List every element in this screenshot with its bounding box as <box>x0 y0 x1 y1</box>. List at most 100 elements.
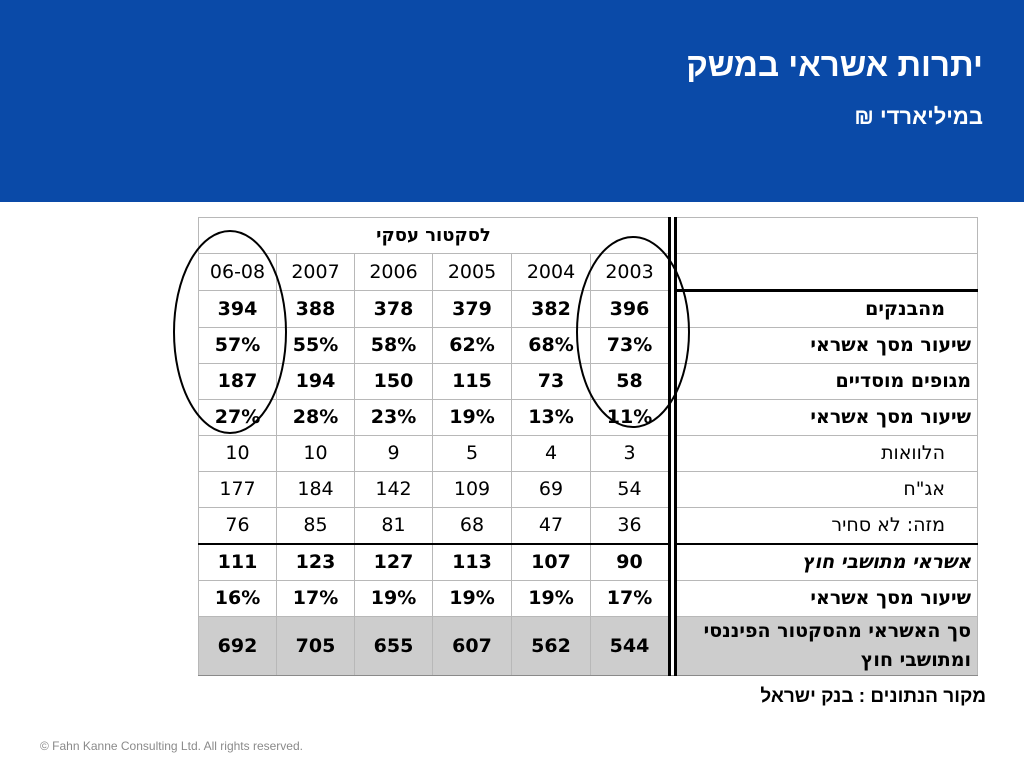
table-cell: 382 <box>511 290 591 328</box>
table-cell: 47 <box>511 507 591 545</box>
table-cell: 27% <box>198 399 277 436</box>
table-cell: 57% <box>198 327 277 364</box>
table-cell: 23% <box>354 399 433 436</box>
table-cell: 19% <box>432 580 512 617</box>
group-header-row: לסקטור עסקי <box>198 217 978 254</box>
blank-label-cell <box>675 253 978 291</box>
table-cell: 81 <box>354 507 433 545</box>
table-cell: 127 <box>354 543 433 581</box>
table-cell: 10 <box>276 435 355 472</box>
table-cell: 19% <box>354 580 433 617</box>
column-divider <box>668 580 677 617</box>
year-header: 06-08 <box>198 253 277 291</box>
table-cell: 607 <box>432 616 512 676</box>
table-cell: 17% <box>590 580 670 617</box>
table-cell: 544 <box>590 616 670 676</box>
table-cell: 3 <box>590 435 670 472</box>
years-row: 06-08 2007 2006 2005 2004 2003 <box>198 253 978 291</box>
slide-subtitle: במיליארדי ₪ <box>854 104 983 129</box>
table-cell: 150 <box>354 363 433 400</box>
table-cell: 655 <box>354 616 433 676</box>
blank-label-cell <box>675 217 978 254</box>
table-cell: 19% <box>511 580 591 617</box>
header-band: יתרות אשראי במשק במיליארדי ₪ <box>0 0 1024 202</box>
table-cell: 9 <box>354 435 433 472</box>
table-cell: 16% <box>198 580 277 617</box>
table-cell: 58 <box>590 363 670 400</box>
row-label: הלוואות <box>675 435 978 472</box>
table-cell: 394 <box>198 290 277 328</box>
table-cell: 109 <box>432 471 512 508</box>
table-cell: 4 <box>511 435 591 472</box>
table-cell: 62% <box>432 327 512 364</box>
table-cell: 194 <box>276 363 355 400</box>
table-cell: 73 <box>511 363 591 400</box>
table-cell: 115 <box>432 363 512 400</box>
credit-balances-table: לסקטור עסקי 06-08 2007 2006 2005 2004 20… <box>198 217 978 676</box>
table-cell: 692 <box>198 616 277 676</box>
row-label: אשראי מתושבי חוץ <box>675 543 978 581</box>
table-row: 57% 55% 58% 62% 68% 73% שיעור מסך אשראי <box>198 327 978 364</box>
table-row: 394 388 378 379 382 396 מהבנקים <box>198 289 978 328</box>
table-cell: 28% <box>276 399 355 436</box>
table-cell: 54 <box>590 471 670 508</box>
group-header: לסקטור עסקי <box>198 217 670 254</box>
table-cell: 177 <box>198 471 277 508</box>
column-divider <box>668 471 677 508</box>
row-label: מהבנקים <box>675 289 978 328</box>
table-cell: 19% <box>432 399 512 436</box>
table-row: 27% 28% 23% 19% 13% 11% שיעור מסך אשראי <box>198 399 978 436</box>
table-cell: 184 <box>276 471 355 508</box>
table-cell: 111 <box>198 543 277 581</box>
copyright-notice: © Fahn Kanne Consulting Ltd. All rights … <box>40 739 303 753</box>
table-cell: 10 <box>198 435 277 472</box>
row-label: שיעור מסך אשראי <box>675 327 978 364</box>
year-header: 2004 <box>511 253 591 291</box>
table-cell: 5 <box>432 435 512 472</box>
table-cell: 705 <box>276 616 355 676</box>
table-cell: 378 <box>354 290 433 328</box>
table-cell: 58% <box>354 327 433 364</box>
table-cell: 187 <box>198 363 277 400</box>
slide-title: יתרות אשראי במשק <box>686 46 983 83</box>
table-cell: 388 <box>276 290 355 328</box>
table-cell: 11% <box>590 399 670 436</box>
table-cell: 73% <box>590 327 670 364</box>
row-label: מגופים מוסדיים <box>675 363 978 400</box>
table-row: 177 184 142 109 69 54 אג"ח <box>198 471 978 508</box>
table-cell: 13% <box>511 399 591 436</box>
column-divider <box>668 507 677 544</box>
table-cell: 76 <box>198 507 277 545</box>
table-cell: 90 <box>590 543 670 581</box>
row-label: סך האשראי מהסקטור הפיננסי ומתושבי חוץ <box>675 616 978 676</box>
data-source-note: מקור הנתונים : בנק ישראל <box>760 686 986 707</box>
table-cell: 396 <box>590 290 670 328</box>
table-row: 10 10 9 5 4 3 הלוואות <box>198 435 978 472</box>
column-divider <box>668 217 677 254</box>
year-header: 2003 <box>590 253 670 291</box>
table-row: 187 194 150 115 73 58 מגופים מוסדיים <box>198 363 978 400</box>
table-row: 111 123 127 113 107 90 אשראי מתושבי חוץ <box>198 543 978 581</box>
table-cell: 36 <box>590 507 670 545</box>
year-header: 2007 <box>276 253 355 291</box>
table-cell: 68% <box>511 327 591 364</box>
table-cell: 123 <box>276 543 355 581</box>
column-divider <box>668 616 677 676</box>
table-cell: 85 <box>276 507 355 545</box>
table-cell: 562 <box>511 616 591 676</box>
table-cell: 55% <box>276 327 355 364</box>
table-row: 16% 17% 19% 19% 19% 17% שיעור מסך אשראי <box>198 580 978 617</box>
column-divider <box>668 544 677 581</box>
table-cell: 17% <box>276 580 355 617</box>
column-divider <box>668 435 677 472</box>
total-row: 692 705 655 607 562 544 סך האשראי מהסקטו… <box>198 616 978 676</box>
table-row: 76 85 81 68 47 36 מזה: לא סחיר <box>198 507 978 545</box>
table-cell: 142 <box>354 471 433 508</box>
row-label: מזה: לא סחיר <box>675 507 978 545</box>
row-label: שיעור מסך אשראי <box>675 399 978 436</box>
table-cell: 379 <box>432 290 512 328</box>
row-label: שיעור מסך אשראי <box>675 580 978 617</box>
row-label: אג"ח <box>675 471 978 508</box>
table-cell: 68 <box>432 507 512 545</box>
year-header: 2005 <box>432 253 512 291</box>
